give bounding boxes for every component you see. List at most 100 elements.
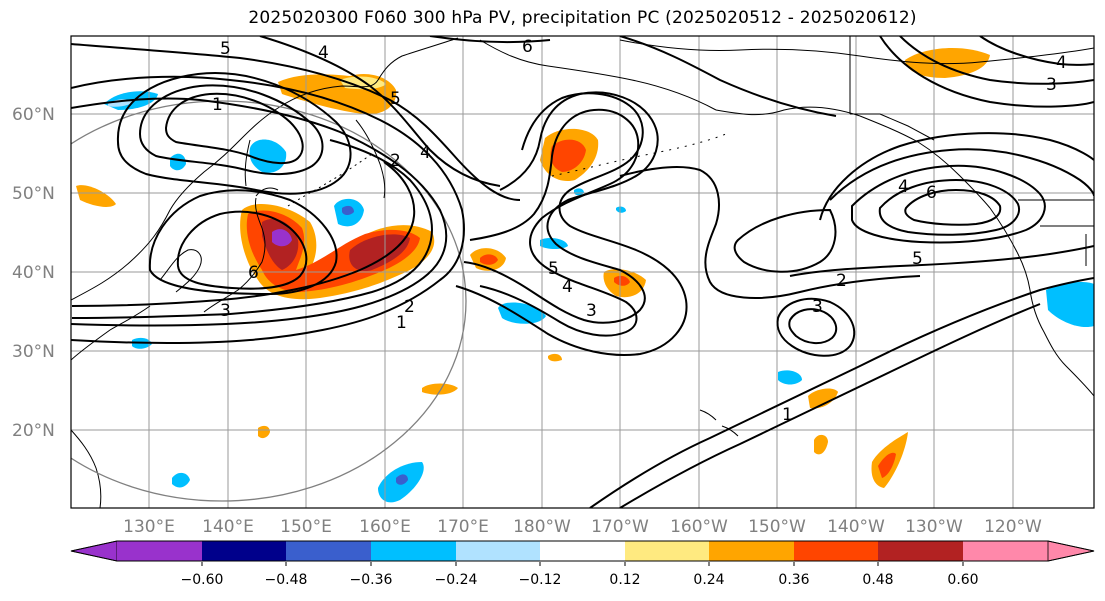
contour-label: 1 [212,95,223,115]
colorbar-segment [625,541,709,561]
lon-label: 160°E [359,517,411,537]
colorbar-segment [709,541,794,561]
coastline-sakhalin [244,139,251,187]
precip-positive-spot-8 [548,353,562,362]
contour-label: 5 [548,259,559,279]
coastline-kuril [287,153,373,207]
contour-label: 3 [220,301,231,321]
lon-label: 130°E [123,517,175,537]
contour-label: 3 [812,297,823,317]
colorbar-segment [117,541,202,561]
lat-label: 60°N [12,105,55,125]
contour-label: 4 [562,277,573,297]
precip-negative-6 [540,238,568,249]
longitude-labels: 130°E 140°E 150°E 160°E 170°E 180°W 170°… [123,517,1042,537]
pv-contour-top-6b [619,36,837,117]
precip-positive-spot-6-core [878,452,896,478]
political-borders [849,36,1094,266]
contour-label: 4 [420,143,431,163]
colorbar-tick-label: −0.48 [265,572,308,588]
colorbar-frame [70,540,1095,562]
colorbar-tick-label: −0.60 [181,572,224,588]
precip-negative-7 [778,370,802,385]
colorbar-segment [963,541,1048,561]
pv-contour-east-outer-2 [789,245,1094,277]
precip-positive-spot-3 [422,383,458,395]
pv-contour-1-east-b [619,303,1041,508]
pv-contour-east-south [733,208,837,273]
colorbar-tick-label: −0.36 [350,572,393,588]
lon-label: 140°W [827,517,885,537]
colorbar-segment [202,541,286,561]
coastline-japan-hokkaido [255,187,279,197]
pv-contour-4-west [71,161,416,307]
precip-negative-10 [172,472,190,488]
pv-contour-top-right-4 [979,36,1094,66]
colorbar: −0.60 −0.48 −0.36 −0.24 −0.12 0.12 0.24 … [70,540,1095,588]
coastline-bc [989,207,1031,291]
colorbar-tick-label: −0.12 [519,572,562,588]
coastline-china-south [71,305,151,361]
pv-contour-north-lobe-3 [116,72,352,195]
pv-contour-east-loop-4 [904,188,1002,226]
precip-positive-spot-5 [814,434,828,455]
contour-labels: 5 4 6 5 1 2 4 6 5 4 3 3 1 2 2 3 4 6 5 1 … [212,37,1067,425]
colorbar-segments [70,540,1095,562]
lon-label: 150°W [748,517,806,537]
colorbar-extend-low [70,540,118,562]
contour-label: 5 [912,249,923,269]
latitude-labels: 60°N 50°N 40°N 30°N 20°N [12,105,55,441]
lon-label: 180°W [513,517,571,537]
colorbar-ticks [201,562,964,566]
colorbar-tick-label: 0.24 [693,572,724,588]
pv-contour-east-loop-2 [851,164,1046,244]
coastline-chukotka [479,39,717,111]
pv-contour-north-lobe [164,92,304,164]
coastline-aleutians [551,133,727,177]
colorbar-segment [540,541,625,561]
contour-label: 3 [1046,75,1057,95]
contour-label: 4 [318,43,329,63]
colorbar-segment [456,541,540,561]
precip-negative-2 [249,139,287,173]
lon-label: 170°E [437,517,489,537]
graticule [71,36,1094,508]
colorbar-tick-label: 0.60 [947,572,978,588]
pv-contour-top-right-5 [879,36,1094,108]
precip-negative-4-core [342,205,354,215]
precip-positive-spot-4 [808,388,838,409]
colorbar-segment [371,541,456,561]
colorbar-tick-label: 0.48 [862,572,893,588]
precip-negative-9-core [396,474,408,485]
precip-negative-japan-purple [272,229,292,247]
pv-contour-north-lobe-2 [138,84,324,176]
contour-label: 4 [898,177,909,197]
contour-label: 4 [1056,53,1067,73]
precip-positive-spot-9 [76,185,116,207]
pv-contour-mid-s3 [455,92,688,356]
coastline-philippines [71,429,102,508]
coastline-us-west [1029,289,1094,397]
precip-positive-spot-2-core [614,275,630,286]
pv-contour-top-4 [259,36,501,187]
colorbar-extend-high [1047,540,1095,562]
lon-label: 130°W [905,517,963,537]
colorbar-segment [878,541,963,561]
coastline-alaska-west [715,106,861,117]
colorbar-tick-label: 0.12 [609,572,640,588]
precip-negative-12 [574,188,584,196]
colorbar-tick-label: 0.36 [778,572,809,588]
precip-negative-13 [616,206,626,213]
pv-contour-east-loop-3 [878,178,1020,236]
contour-label: 5 [220,39,231,59]
coastline-kamchatka [355,119,386,199]
pv-contour-small-3b [788,308,838,344]
coastline-ne-siberia [619,39,1094,65]
pv-contour-2-west [71,97,448,327]
pv-contour-east-loop [829,148,1094,201]
pv-contour-1-west [71,75,465,344]
precip-positive-spot-1-core [480,254,498,265]
coastline-japan [203,197,266,313]
pv-contour-mid-s2 [469,108,640,337]
